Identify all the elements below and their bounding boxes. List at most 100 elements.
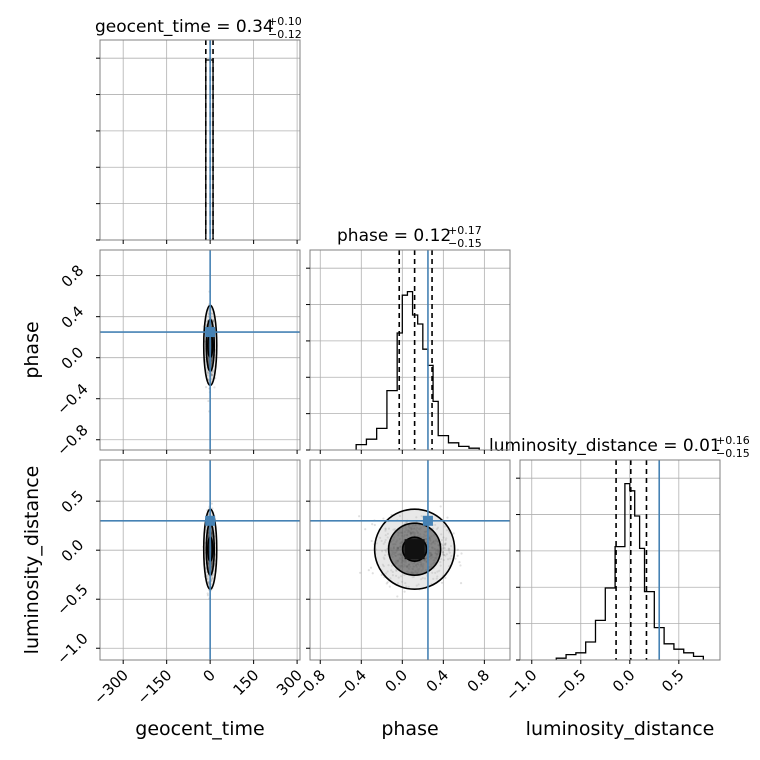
sample-point: [387, 527, 391, 530]
sample-point: [381, 563, 384, 566]
density-core: [404, 539, 425, 560]
ylabel-luminosity-distance: luminosity_distance: [21, 466, 43, 655]
sample-point: [211, 373, 214, 376]
sample-point: [435, 528, 438, 531]
xlabel-geocent-time: geocent_time: [135, 718, 264, 740]
sample-point: [382, 542, 385, 545]
sample-point: [204, 385, 208, 389]
sample-point: [371, 523, 374, 526]
x-tick-label: −0.4: [332, 666, 370, 704]
sample-point: [390, 569, 393, 572]
sample-point: [447, 549, 450, 552]
truth-marker: [422, 515, 433, 526]
panel-luminosity_distance-luminosity_distance: −1.0 −0.5 0.0 0.5: [502, 459, 721, 705]
sample-point: [395, 574, 398, 577]
sample-point: [212, 569, 216, 573]
sample-point: [459, 564, 462, 567]
sample-point: [206, 371, 210, 375]
sample-point: [459, 582, 463, 585]
sample-point: [210, 373, 213, 377]
sample-point: [384, 538, 387, 542]
sample-point: [400, 580, 404, 583]
sample-point: [392, 528, 395, 531]
panel-frame: [99, 459, 301, 661]
sample-point: [382, 565, 385, 568]
sample-point: [384, 527, 387, 530]
sample-point: [443, 544, 446, 547]
sample-point: [458, 560, 461, 564]
sample-point: [205, 368, 208, 371]
sample-point: [454, 557, 457, 560]
sample-point: [456, 554, 459, 557]
sample-point: [441, 553, 445, 556]
sample-point: [450, 554, 453, 558]
sample-point: [438, 569, 441, 572]
x-tick-label: 0.8: [464, 666, 494, 696]
x-tick-label: 0.0: [382, 666, 412, 696]
sample-point: [206, 577, 209, 580]
xlabel-phase: phase: [381, 718, 438, 740]
sample-point: [445, 529, 449, 532]
sample-point: [444, 542, 447, 546]
y-tick-label: 0.0: [58, 536, 88, 566]
sample-point: [396, 595, 399, 598]
sample-point: [382, 517, 385, 520]
x-tick-label: −0.5: [551, 666, 589, 704]
sample-point: [447, 558, 450, 561]
sample-point: [207, 581, 210, 584]
sample-point: [364, 528, 367, 531]
sample-point: [448, 565, 451, 568]
sample-point: [206, 594, 209, 597]
sample-point: [432, 577, 435, 581]
sample-point: [415, 516, 418, 519]
sample-point: [431, 527, 435, 530]
panel-content: [520, 460, 720, 660]
sample-point: [207, 372, 210, 375]
sample-point: [394, 528, 397, 531]
sample-point: [419, 578, 423, 581]
sample-point: [373, 523, 376, 527]
panel-geocent_time-geocent_time: [96, 39, 301, 244]
panel-content: [310, 460, 510, 660]
sample-point: [206, 575, 210, 578]
sample-point: [449, 557, 452, 560]
truth-marker: [205, 327, 216, 338]
histogram-phase: [355, 290, 480, 450]
sample-point: [439, 564, 442, 567]
x-tick-label: 0.5: [658, 666, 688, 696]
sample-point: [386, 581, 389, 584]
sample-point: [391, 570, 394, 574]
sample-point: [386, 536, 389, 539]
sample-point: [406, 521, 409, 524]
sample-point: [358, 515, 361, 518]
sample-point: [441, 551, 445, 554]
sample-point: [380, 573, 383, 577]
sample-point: [448, 547, 451, 551]
sample-point: [386, 570, 389, 573]
sample-point: [436, 526, 440, 529]
sample-point: [379, 536, 382, 539]
sample-point: [441, 547, 444, 550]
sample-point: [411, 576, 414, 579]
sample-point: [434, 523, 437, 527]
sample-point: [383, 541, 387, 544]
sample-point: [443, 525, 446, 528]
sample-point: [207, 378, 210, 382]
sample-point: [210, 373, 213, 376]
sample-point: [446, 516, 449, 519]
sample-point: [444, 576, 447, 579]
ylabel-phase: phase: [21, 321, 43, 378]
sample-point: [417, 583, 420, 586]
y-tick-label: 0.8: [58, 261, 88, 291]
sample-point: [367, 569, 370, 572]
sample-point: [403, 590, 406, 593]
y-tick-label: 0.0: [58, 343, 88, 373]
sample-point: [212, 318, 215, 321]
sample-point: [371, 572, 374, 575]
sample-point: [445, 537, 448, 540]
sample-point: [436, 575, 439, 578]
sample-point: [445, 553, 449, 556]
sample-point: [442, 546, 445, 549]
sample-point: [389, 577, 392, 580]
